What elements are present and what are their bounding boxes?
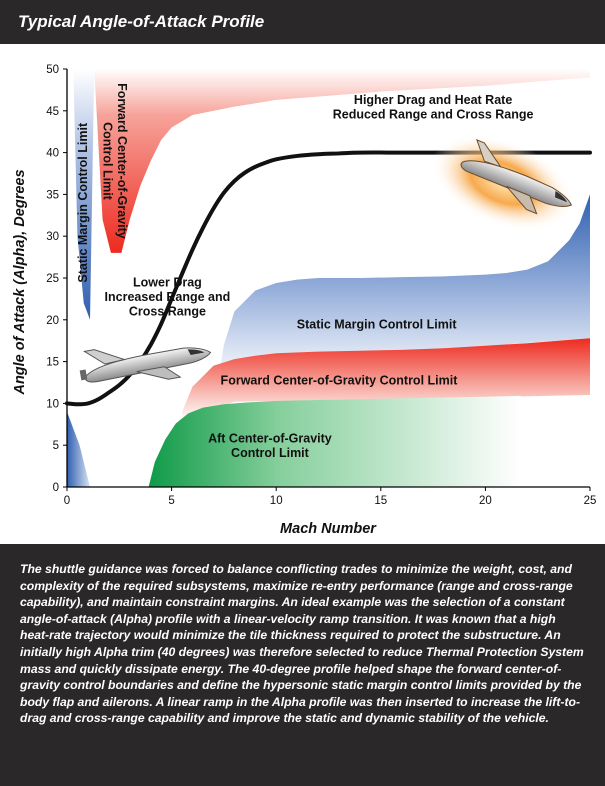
angle-of-attack-chart: 0 5 10 15 20 25 30 35 40 45 50 0 5 10 15 20 25 Mach Numbe… — [12, 64, 596, 537]
y-tick-label: 30 — [46, 231, 59, 243]
annotation-text: Forward Center-of-Gravity Control Limit — [221, 373, 459, 387]
forward-cg-region — [94, 69, 591, 253]
alpha-profile-layer: Static Margin Control Limit Forward Cente… — [65, 83, 592, 460]
forward-cg-band — [182, 338, 590, 421]
low-mach-blue-region — [67, 411, 91, 487]
annotation-text: Static Margin Control Limit — [297, 317, 458, 331]
chart-annotation: Static Margin Control Limit — [297, 317, 458, 331]
annotation-text: Reduced Range and Cross Range — [333, 107, 534, 121]
x-tick-label: 10 — [270, 495, 283, 507]
y-tick-label: 35 — [46, 189, 59, 201]
x-axis-label: Mach Number — [280, 521, 377, 537]
y-tick-label: 0 — [53, 482, 59, 494]
y-tick-label: 25 — [46, 273, 59, 285]
chart-panel: 0 5 10 15 20 25 30 35 40 45 50 0 5 10 15 20 25 Mach Numbe… — [0, 44, 605, 544]
x-tick-label: 5 — [168, 495, 174, 507]
page-title: Typical Angle-of-Attack Profile — [0, 0, 605, 44]
x-tick-label: 0 — [64, 495, 70, 507]
aft-cg-band — [148, 395, 521, 487]
y-tick-label: 15 — [46, 357, 59, 369]
alpha-profile-line — [65, 150, 592, 407]
y-tick-label: 40 — [46, 148, 59, 160]
x-tick-label: 15 — [374, 495, 387, 507]
y-axis-label: Angle of Attack (Alpha), Degrees — [12, 169, 28, 395]
y-tick-label: 20 — [46, 315, 59, 327]
annotation-text: Static Margin Control Limit — [76, 122, 90, 283]
annotation-text: Cross Range — [129, 304, 206, 318]
static-margin-band — [217, 194, 590, 383]
annotation-text: Higher Drag and Heat Rate — [354, 93, 512, 107]
chart-axes: 0 5 10 15 20 25 30 35 40 45 50 0 5 10 15 20 25 Mach Numbe… — [12, 64, 596, 537]
chart-annotation: Static Margin Control Limit — [76, 122, 90, 283]
annotation-text: Aft Center-of-Gravity — [208, 431, 332, 445]
y-tick-label: 45 — [46, 106, 59, 118]
annotation-text: Control Limit — [231, 446, 310, 460]
annotation-text: Increased Range and — [105, 290, 231, 304]
control-limit-regions — [67, 69, 591, 487]
annotation-text: Control Limit — [100, 122, 114, 201]
static-margin-region — [73, 69, 95, 320]
x-tick-label: 20 — [479, 495, 492, 507]
y-tick-label: 50 — [46, 64, 59, 76]
y-tick-label: 10 — [46, 398, 59, 410]
chart-annotation: Forward Center-of-Gravity Control Limit — [221, 373, 459, 387]
x-tick-label: 25 — [584, 495, 597, 507]
y-tick-label: 5 — [53, 440, 59, 452]
space-shuttle-icon — [79, 347, 212, 383]
annotation-text: Forward Center-of-Gravity — [115, 83, 129, 239]
space-shuttle-heated-icon — [431, 134, 575, 231]
caption-text: The shuttle guidance was forced to balan… — [0, 544, 605, 786]
annotation-text: Lower Drag — [133, 275, 202, 289]
